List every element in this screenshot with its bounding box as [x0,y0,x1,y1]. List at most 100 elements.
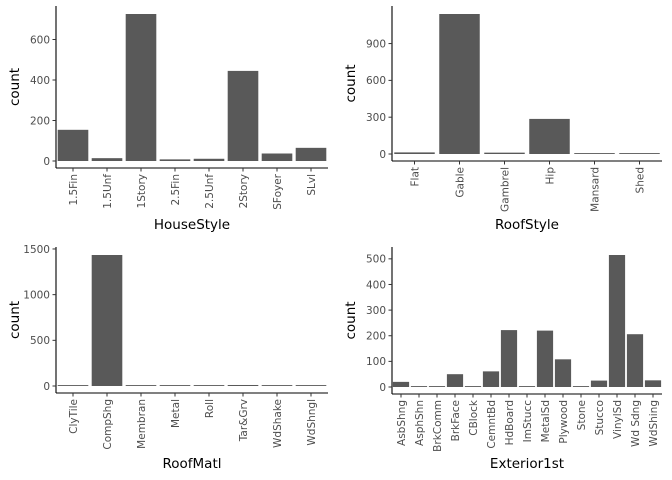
bar-hip [529,118,570,154]
bar-plywood [554,359,572,387]
y-tick-label: 500 [30,335,50,347]
bar-1-5unf [91,158,123,161]
x-tick-label: 1.5Fin [68,174,80,206]
bar-wdshngl [295,385,327,386]
x-tick-label: Metal [170,399,182,428]
bar-hdboard [500,330,518,387]
y-tick-label: 300 [366,112,386,124]
x-tick-label: CBlock [468,399,480,436]
bar-compshg [91,255,123,386]
bar-stone [572,386,590,387]
chart-panel-roofmatl: 0 500 1000 1500 ClyTile CompShg Membran Metal Ro… [7,244,328,472]
x-tick-label: Gable [454,167,466,198]
y-tick-label: 300 [366,305,386,317]
bar-brkface [446,374,464,387]
bar-sfoyer [261,153,293,161]
bar-brkcomm [428,386,446,387]
bar-vinylsd [608,255,626,387]
x-tick-label: Roll [204,399,216,418]
y-axis-title: count [343,301,359,339]
x-axis-title: Exterior1st [490,456,564,472]
y-tick-label: 1500 [23,244,50,256]
bar-1story [125,14,157,161]
bar-shed [619,153,660,154]
bar-metalsd [536,330,554,387]
x-tick-label: 1.5Unf [102,174,114,209]
chart-panel-housestyle: 0 200 400 600 1.5Fin 1.5Unf 1Story 2.5Fin 2.5Unf… [7,6,328,233]
x-tick-label: Wd Sdng [630,400,642,447]
x-tick-label: 2Story [238,174,250,208]
x-tick-label: Flat [409,167,421,187]
bar-asbshng [392,381,410,387]
bar-metal [159,385,191,386]
bar-cemntbd [482,371,500,387]
y-axis-title: count [7,301,23,339]
y-tick-label: 0 [43,381,50,393]
x-tick-label: ClyTile [68,399,80,434]
bar-wd-sdng [626,334,644,387]
bar-2-5fin [159,159,191,161]
x-tick-label: 2.5Unf [204,174,216,209]
bar-stucco [590,380,608,387]
bar-slvl [295,147,327,161]
x-tick-label: CemntBd [486,400,498,449]
x-tick-label: WdShngl [306,399,318,446]
bar-tar-grv [227,384,259,386]
y-tick-label: 600 [366,75,386,87]
x-tick-label: AsphShn [414,400,426,446]
bar-wdshing [644,380,662,387]
x-tick-label: MetalSd [540,400,552,442]
bar-membran [125,385,157,386]
bar-asphshn [410,386,428,387]
x-tick-label: Shed [634,167,646,193]
x-tick-label: SLvl [306,174,318,196]
bar-imstucc [518,386,536,387]
bar-cblock [464,386,482,387]
x-tick-label: 2.5Fin [170,174,182,206]
x-tick-label: AsbShng [396,400,408,446]
bar-roll [193,385,225,386]
x-tick-label: HdBoard [504,400,516,445]
bar-wdshake [261,385,293,386]
bar-2story [227,70,259,161]
chart-panel-roofstyle: 0 300 600 900 Flat Gable Gambrel Hip Mansard Shed… [343,6,662,233]
y-tick-label: 400 [30,75,50,87]
y-tick-label: 0 [379,149,386,161]
bar-1-5fin [57,129,89,161]
y-tick-label: 0 [43,156,50,168]
y-axis-title: count [343,64,359,102]
y-tick-label: 200 [30,115,50,127]
x-tick-label: ImStucc [522,400,534,443]
y-axis-title: count [7,68,23,106]
x-tick-label: WdShake [272,399,284,448]
x-tick-label: CompShg [102,399,114,450]
x-tick-label: WdShing [648,400,660,447]
bar-gambrel [484,152,525,154]
bar-2-5unf [193,158,225,161]
y-tick-label: 600 [30,34,50,46]
bar-flat [394,152,435,154]
x-tick-label: Stucco [594,400,606,435]
x-axis-title: HouseStyle [154,217,230,233]
x-axis-title: RoofStyle [495,217,559,233]
x-tick-label: Mansard [589,167,601,212]
bar-clytile [57,385,89,386]
x-tick-label: VinylSd [612,400,624,439]
x-tick-label: BrkFace [450,400,462,441]
y-tick-label: 500 [366,254,386,266]
x-axis-title: RoofMatl [162,456,221,472]
x-tick-label: Stone [576,400,588,430]
y-tick-label: 200 [366,331,386,343]
y-tick-label: 100 [366,356,386,368]
bar-mansard [574,153,615,154]
x-tick-label: Membran [136,399,148,449]
y-tick-label: 900 [366,38,386,50]
y-tick-label: 1000 [23,289,50,301]
x-tick-label: Gambrel [499,167,511,212]
chart-panel-exterior1st: 0 100 200 300 400 500 AsbShng AsphShn BrkComm Brk… [343,247,662,472]
bar-gable [439,14,480,154]
x-tick-label: Hip [544,167,556,185]
x-tick-label: SFoyer [272,173,284,209]
y-tick-label: 0 [379,382,386,394]
